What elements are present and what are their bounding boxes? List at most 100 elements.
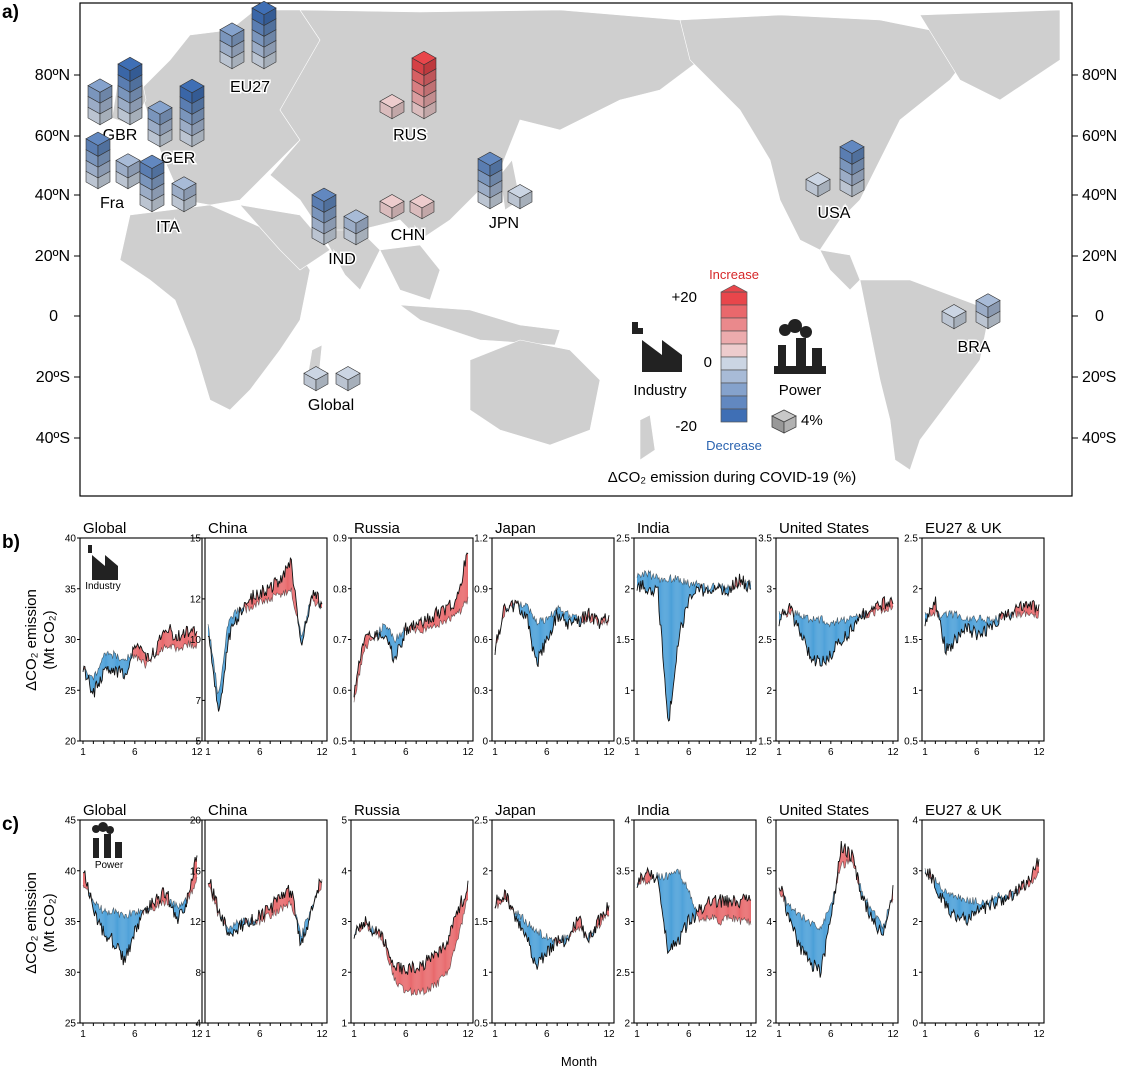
- increase-fill: [436, 952, 438, 988]
- increase-fill: [779, 890, 781, 897]
- decrease-fill: [105, 652, 106, 669]
- increase-fill: [423, 968, 425, 995]
- increase-fill: [697, 911, 699, 917]
- decrease-fill: [958, 614, 960, 635]
- increase-fill: [420, 617, 422, 633]
- increase-fill: [278, 580, 280, 595]
- increase-fill: [844, 843, 846, 869]
- decrease-fill: [685, 881, 687, 933]
- increase-fill: [419, 619, 421, 633]
- decrease-fill: [956, 611, 958, 643]
- x-tick-label: 12: [887, 747, 899, 758]
- cube-top-face: [303, 366, 329, 381]
- decrease-fill: [978, 903, 980, 913]
- increase-fill: [443, 605, 445, 624]
- increase-fill: [420, 962, 422, 995]
- increase-fill: [152, 903, 154, 912]
- increase-fill: [294, 588, 296, 611]
- region-label-ger: GER: [161, 150, 196, 167]
- decrease-fill: [835, 621, 837, 642]
- increase-fill: [293, 584, 295, 608]
- increase-fill: [288, 562, 290, 591]
- decrease-fill: [882, 923, 884, 936]
- x-tick-label: 6: [403, 1029, 409, 1040]
- y-tick-label: 2: [341, 968, 347, 979]
- increase-fill: [455, 911, 457, 946]
- decrease-fill: [120, 912, 122, 960]
- lat-axis-right: 80ºN 60ºN 40ºN 20ºN 0 20ºS 40ºS: [1072, 67, 1117, 447]
- decrease-fill: [118, 911, 120, 950]
- increase-fill: [139, 645, 141, 660]
- increase-fill: [451, 925, 453, 958]
- subplot-title: Russia: [354, 802, 401, 819]
- legend-increase-label: Increase: [709, 267, 759, 282]
- decrease-fill: [820, 615, 822, 667]
- legend-block: [720, 356, 748, 371]
- decrease-fill: [541, 617, 543, 656]
- industry-stack-chn: [379, 194, 405, 220]
- lat-label-80n-right: 80ºN: [1082, 67, 1117, 84]
- increase-fill: [458, 588, 460, 613]
- decrease-fill: [803, 613, 805, 639]
- y-tick-label: 45: [65, 816, 77, 827]
- increase-fill: [445, 605, 447, 624]
- y-tick-label: 1.5: [474, 917, 488, 928]
- increase-fill: [426, 954, 428, 992]
- increase-fill: [719, 894, 721, 926]
- decrease-fill: [671, 581, 673, 704]
- increase-fill: [430, 953, 432, 992]
- decrease-fill: [117, 911, 119, 944]
- decrease-fill: [652, 573, 654, 596]
- increase-fill: [842, 852, 844, 863]
- decrease-fill: [710, 586, 712, 594]
- decrease-fill: [995, 615, 997, 627]
- decrease-fill: [806, 920, 808, 962]
- cube-top-face: [477, 151, 503, 166]
- y-tick-label: 0.8: [333, 584, 347, 595]
- decrease-fill: [532, 614, 534, 652]
- y-tick-label: 0.9: [474, 584, 488, 595]
- decrease-fill: [682, 583, 683, 628]
- decrease-fill: [566, 935, 568, 939]
- decrease-fill: [107, 910, 109, 940]
- y-tick-label: 0.5: [616, 737, 630, 748]
- cube-top-face: [507, 184, 533, 199]
- increase-fill: [416, 968, 418, 996]
- decrease-fill: [653, 573, 655, 596]
- increase-fill: [707, 896, 709, 919]
- increase-fill: [412, 961, 414, 995]
- decrease-fill: [820, 926, 822, 978]
- increase-fill: [433, 951, 435, 989]
- landmass-indonesia: [399, 304, 561, 346]
- increase-fill: [286, 567, 288, 596]
- legend-block: [720, 382, 748, 397]
- decrease-fill: [526, 603, 528, 615]
- increase-fill: [1018, 603, 1020, 617]
- increase-fill: [270, 582, 272, 602]
- y-tick-label: 0.5: [904, 737, 918, 748]
- decrease-fill: [543, 936, 545, 957]
- cube-top-face: [335, 366, 361, 381]
- increase-fill: [461, 582, 463, 612]
- x-tick-label: 1: [351, 1029, 357, 1040]
- increase-fill: [429, 958, 431, 992]
- decrease-fill: [821, 615, 823, 667]
- increase-fill: [164, 630, 166, 648]
- x-tick-label: 6: [828, 1029, 834, 1040]
- decrease-fill: [824, 624, 826, 665]
- increase-fill: [466, 553, 468, 605]
- increase-fill: [162, 630, 164, 652]
- decrease-fill: [538, 931, 540, 966]
- decrease-fill: [966, 897, 968, 926]
- y-tick-label: 2.5: [904, 534, 918, 545]
- decrease-fill: [121, 912, 123, 960]
- cube-top-face: [839, 139, 865, 154]
- increase-fill: [441, 606, 443, 625]
- decrease-fill: [645, 571, 647, 593]
- increase-fill: [738, 906, 740, 919]
- decrease-fill: [563, 611, 565, 621]
- x-tick-label: 6: [544, 1029, 550, 1040]
- series-2019-line: [924, 868, 1040, 906]
- row-b-icon: Industry: [85, 545, 121, 592]
- series-2020-line: [207, 878, 323, 947]
